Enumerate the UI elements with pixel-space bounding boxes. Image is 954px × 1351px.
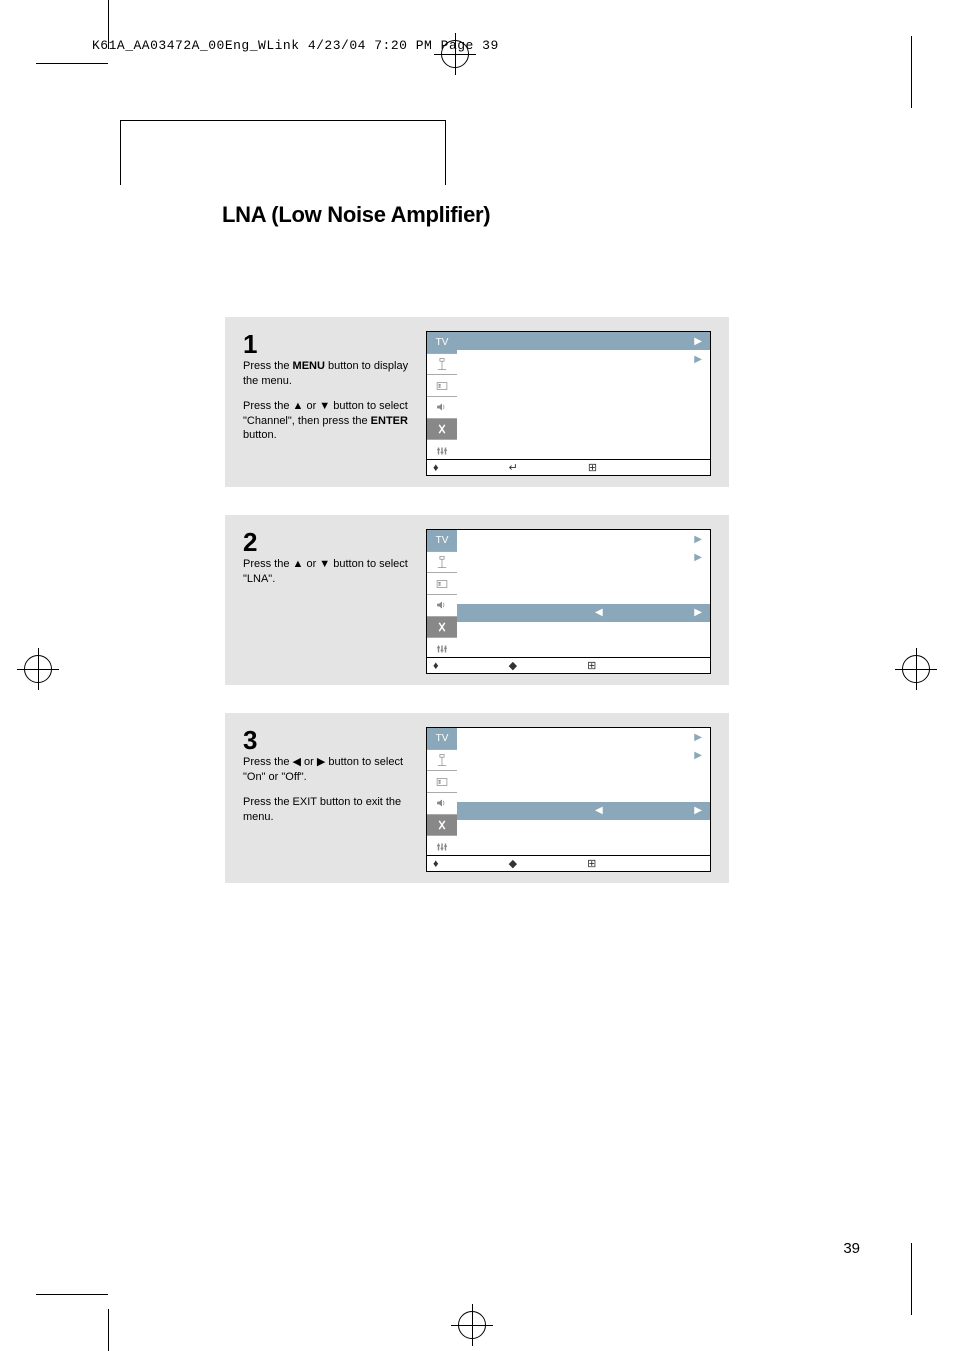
osd-sidebar: TV — [427, 332, 457, 461]
osd-tab-tv: TV — [427, 332, 457, 354]
arrow-right-icon: ▶ — [694, 336, 702, 347]
step-panel-3: 3 Press the ◀ or ▶ button to select "On"… — [225, 713, 729, 883]
antenna-icon — [427, 552, 457, 574]
sound-icon — [427, 595, 457, 617]
page-number: 39 — [843, 1240, 860, 1257]
text: Press the EXIT button to exit the menu. — [243, 795, 414, 825]
antenna-icon — [427, 750, 457, 772]
text: Press the ▲ or ▼ button to select "LNA". — [243, 557, 414, 587]
arrow-right-icon: ▶ — [694, 805, 702, 816]
osd-screenshot-3: TV ▶ ▶ ◀▶ ♦ ◆ ⊞ — [426, 727, 711, 872]
text: Press the — [243, 360, 293, 372]
crop-mark — [108, 1309, 109, 1351]
arrow-left-icon: ◀ — [595, 607, 603, 618]
osd-row — [457, 442, 710, 460]
crop-mark — [911, 36, 912, 108]
crop-mark — [911, 1243, 912, 1315]
arrow-right-icon: ▶ — [694, 750, 702, 761]
osd-row: ▶ — [457, 530, 710, 548]
sound-icon — [427, 397, 457, 419]
exit-hint: ⊞ — [588, 461, 597, 474]
channel-icon — [427, 815, 457, 837]
osd-row — [457, 424, 710, 442]
osd-footer: ♦ ◆ ⊞ — [427, 657, 710, 673]
osd-sidebar: TV — [427, 530, 457, 659]
step-number: 1 — [243, 331, 414, 357]
osd-row — [457, 369, 710, 387]
picture-icon — [427, 375, 457, 397]
page-frame — [120, 120, 446, 185]
osd-row — [457, 567, 710, 585]
arrow-right-icon: ▶ — [694, 552, 702, 563]
osd-row: ◀▶ — [457, 604, 710, 622]
page-title: LNA (Low Noise Amplifier) — [222, 202, 490, 228]
step-panel-2: 2 Press the ▲ or ▼ button to select "LNA… — [225, 515, 729, 685]
osd-row — [457, 783, 710, 801]
print-header: K61A_AA03472A_00Eng_WLink 4/23/04 7:20 P… — [92, 38, 499, 53]
adjust-hint: ◆ — [509, 659, 517, 672]
osd-screenshot-2: TV ▶ ▶ ◀▶ ♦ ◆ ⊞ — [426, 529, 711, 674]
osd-row: ▶ — [457, 548, 710, 566]
arrow-left-icon: ◀ — [595, 805, 603, 816]
osd-tab-tv: TV — [427, 530, 457, 552]
osd-row: ◀▶ — [457, 802, 710, 820]
sound-icon — [427, 793, 457, 815]
osd-row — [457, 765, 710, 783]
osd-row — [457, 838, 710, 856]
osd-row: ▶ — [457, 746, 710, 764]
text-bold: MENU — [293, 360, 325, 372]
osd-footer: ♦ ↵ ⊞ — [427, 459, 710, 475]
osd-main: ▶ ▶ — [457, 332, 710, 459]
osd-screenshot-1: TV ▶ ▶ ♦ ↵ ⊞ — [426, 331, 711, 476]
arrow-right-icon: ▶ — [694, 607, 702, 618]
channel-icon — [427, 617, 457, 639]
osd-row — [457, 622, 710, 640]
setup-icon — [427, 836, 457, 857]
step-text: 3 Press the ◀ or ▶ button to select "On"… — [243, 727, 414, 869]
crop-mark — [36, 1294, 108, 1295]
move-hint: ♦ — [433, 462, 439, 474]
osd-row — [457, 640, 710, 658]
antenna-icon — [427, 354, 457, 376]
step-number: 2 — [243, 529, 414, 555]
arrow-right-icon: ▶ — [694, 732, 702, 743]
osd-row — [457, 406, 710, 424]
text-bold: ENTER — [371, 415, 408, 427]
channel-icon — [427, 419, 457, 441]
move-hint: ♦ — [433, 858, 439, 870]
registration-mark — [458, 1311, 486, 1339]
osd-row: ▶ — [457, 332, 710, 350]
osd-row — [457, 585, 710, 603]
arrow-right-icon: ▶ — [694, 354, 702, 365]
enter-hint: ↵ — [509, 461, 518, 474]
osd-row: ▶ — [457, 350, 710, 368]
osd-tab-tv: TV — [427, 728, 457, 750]
osd-main: ▶ ▶ ◀▶ — [457, 530, 710, 657]
setup-icon — [427, 440, 457, 461]
osd-footer: ♦ ◆ ⊞ — [427, 855, 710, 871]
registration-mark — [24, 655, 52, 683]
setup-icon — [427, 638, 457, 659]
step-number: 3 — [243, 727, 414, 753]
step-text: 1 Press the MENU button to display the m… — [243, 331, 414, 473]
step-panel-1: 1 Press the MENU button to display the m… — [225, 317, 729, 487]
picture-icon — [427, 573, 457, 595]
osd-sidebar: TV — [427, 728, 457, 857]
move-hint: ♦ — [433, 660, 439, 672]
osd-row: ▶ — [457, 728, 710, 746]
text: button. — [243, 429, 277, 441]
text: Press the ◀ or ▶ button to select "On" o… — [243, 755, 414, 785]
adjust-hint: ◆ — [509, 857, 517, 870]
arrow-right-icon: ▶ — [694, 534, 702, 545]
crop-mark — [36, 63, 108, 64]
exit-hint: ⊞ — [587, 857, 596, 870]
picture-icon — [427, 771, 457, 793]
step-text: 2 Press the ▲ or ▼ button to select "LNA… — [243, 529, 414, 671]
osd-row — [457, 820, 710, 838]
registration-mark — [902, 655, 930, 683]
osd-main: ▶ ▶ ◀▶ — [457, 728, 710, 855]
exit-hint: ⊞ — [587, 659, 596, 672]
osd-row — [457, 387, 710, 405]
